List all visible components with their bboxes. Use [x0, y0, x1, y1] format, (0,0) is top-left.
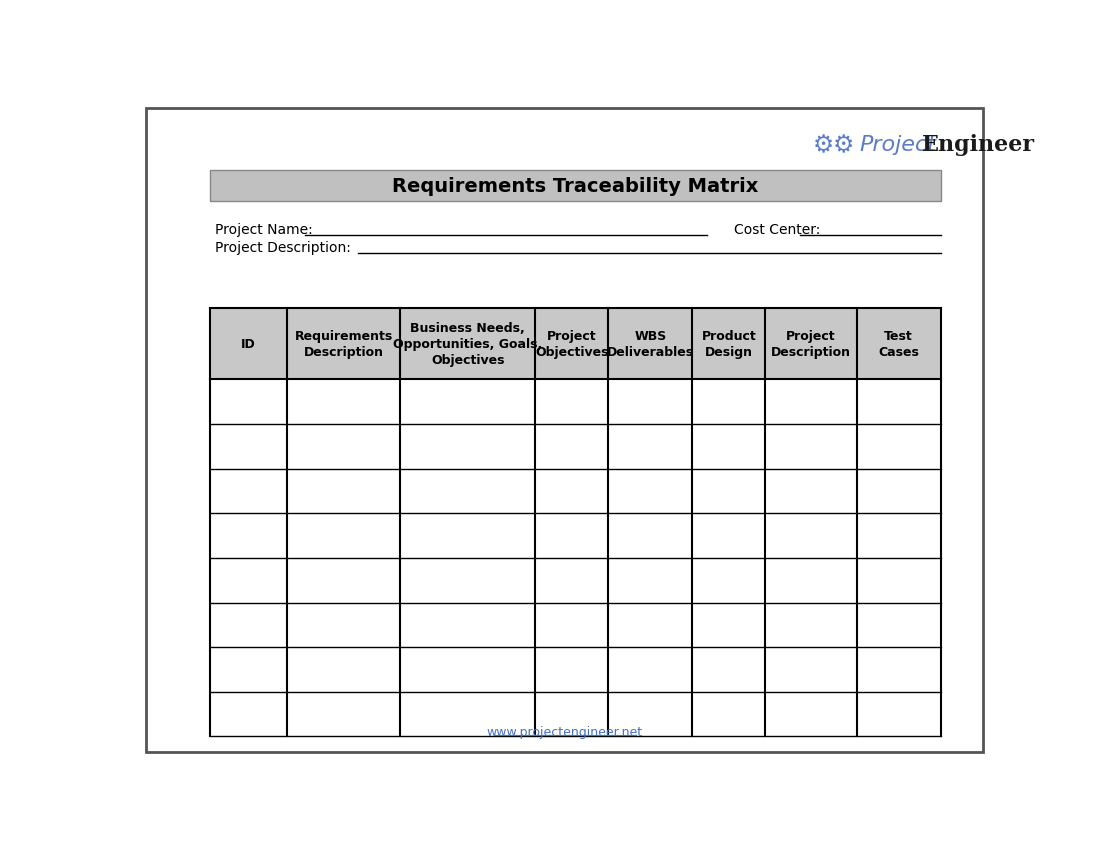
Bar [210, 648, 941, 692]
Text: ID: ID [241, 338, 256, 351]
Text: ⚙⚙: ⚙⚙ [813, 133, 855, 157]
Bar [210, 692, 941, 737]
Bar [210, 380, 941, 424]
Text: Project
Objectives: Project Objectives [536, 330, 608, 359]
Bar [210, 309, 941, 380]
Bar [210, 424, 941, 469]
Text: Business Needs,
Opportunities, Goals,
Objectives: Business Needs, Opportunities, Goals, Ob… [393, 322, 542, 367]
Text: Project Description:: Project Description: [215, 241, 350, 255]
Text: Product
Design: Product Design [701, 330, 756, 359]
Text: WBS
Deliverables: WBS Deliverables [607, 330, 694, 359]
Bar [210, 603, 941, 648]
Text: www.projectengineer.net: www.projectengineer.net [487, 726, 642, 739]
Text: Cost Center:: Cost Center: [734, 223, 820, 237]
Bar [210, 514, 941, 558]
Bar [210, 558, 941, 603]
Text: Project
Description: Project Description [771, 330, 851, 359]
Text: Project: Project [860, 135, 937, 155]
Bar [210, 469, 941, 514]
Text: Project Name:: Project Name: [215, 223, 312, 237]
Text: Requirements
Description: Requirements Description [294, 330, 392, 359]
Text: Test
Cases: Test Cases [878, 330, 919, 359]
Text: Requirements Traceability Matrix: Requirements Traceability Matrix [392, 177, 758, 196]
Text: Engineer: Engineer [921, 134, 1035, 156]
Bar [210, 171, 941, 202]
